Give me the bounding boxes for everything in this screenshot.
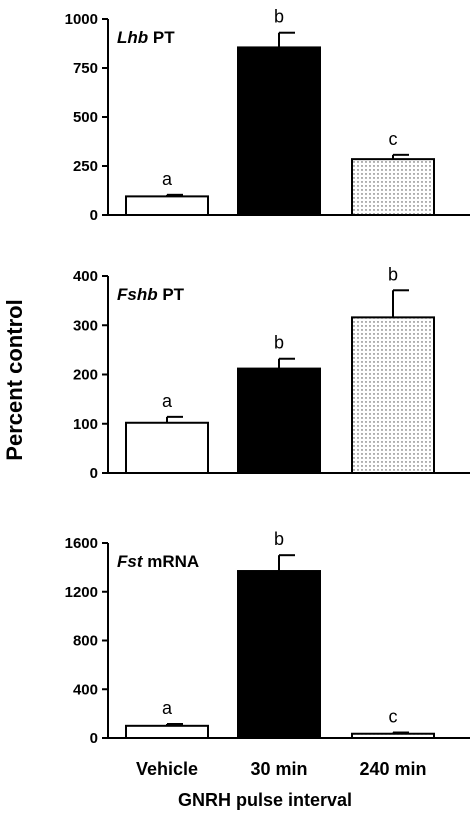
significance-letter: b: [388, 264, 398, 284]
y-tick-label: 0: [90, 730, 98, 747]
category-labels: Vehicle 30 min 240 min: [136, 759, 427, 779]
bar: [237, 367, 321, 474]
panel-label: Fshb PT: [117, 285, 185, 304]
y-tick-label: 200: [73, 367, 98, 384]
y-tick-label: 300: [73, 317, 98, 334]
significance-letter: a: [162, 169, 173, 189]
bar: [125, 724, 209, 739]
bar: [351, 158, 435, 216]
significance-letter: a: [162, 698, 173, 718]
y-tick-label: 250: [73, 158, 98, 175]
panel-label: Lhb PT: [117, 28, 175, 47]
bar: [351, 732, 435, 739]
category-label: 240 min: [359, 759, 426, 779]
panel-label-gene: Fst: [117, 552, 144, 571]
panel-label: Fst mRNA: [117, 552, 199, 571]
significance-letter: b: [274, 529, 284, 549]
panel-label-suffix: PT: [148, 28, 175, 47]
bar: [125, 421, 209, 475]
panel-3: 0 400 800 1200 1600 Fst mRNA a b c: [65, 529, 470, 747]
y-tick-label: 1200: [65, 584, 98, 601]
panel-label-gene: Fshb: [117, 285, 158, 304]
y-tick-label: 750: [73, 60, 98, 77]
y-axis-title: Percent control: [2, 299, 27, 460]
y-tick-label: 400: [73, 268, 98, 285]
chart-panels: 0 250 500 750 1000 Lhb PT a b c 0 100 200 300 400 Fshb…: [65, 7, 470, 747]
panel-1: 0 250 500 750 1000 Lhb PT a b c: [65, 7, 470, 224]
significance-letter: c: [389, 129, 398, 149]
significance-letter: b: [274, 7, 284, 27]
bar: [237, 46, 321, 216]
x-axis-title: GNRH pulse interval: [178, 790, 352, 810]
y-tick-label: 100: [73, 416, 98, 433]
y-tick-label: 400: [73, 681, 98, 698]
bar: [237, 570, 321, 739]
y-tick-label: 0: [90, 465, 98, 482]
y-tick-label: 0: [90, 207, 98, 224]
bar: [125, 195, 209, 217]
panel-label-gene: Lhb: [117, 28, 148, 47]
y-tick-label: 500: [73, 109, 98, 126]
significance-letter: c: [389, 707, 398, 727]
panel-label-suffix: mRNA: [143, 552, 200, 571]
y-tick-label: 800: [73, 633, 98, 650]
panel-label-suffix: PT: [158, 285, 185, 304]
significance-letter: a: [162, 391, 173, 411]
panel-2: 0 100 200 300 400 Fshb PT a b b: [73, 264, 470, 482]
category-label: 30 min: [250, 759, 307, 779]
y-tick-label: 1600: [65, 535, 98, 552]
bar: [351, 316, 435, 474]
category-label: Vehicle: [136, 759, 198, 779]
significance-letter: b: [274, 333, 284, 353]
y-tick-label: 1000: [65, 11, 98, 28]
